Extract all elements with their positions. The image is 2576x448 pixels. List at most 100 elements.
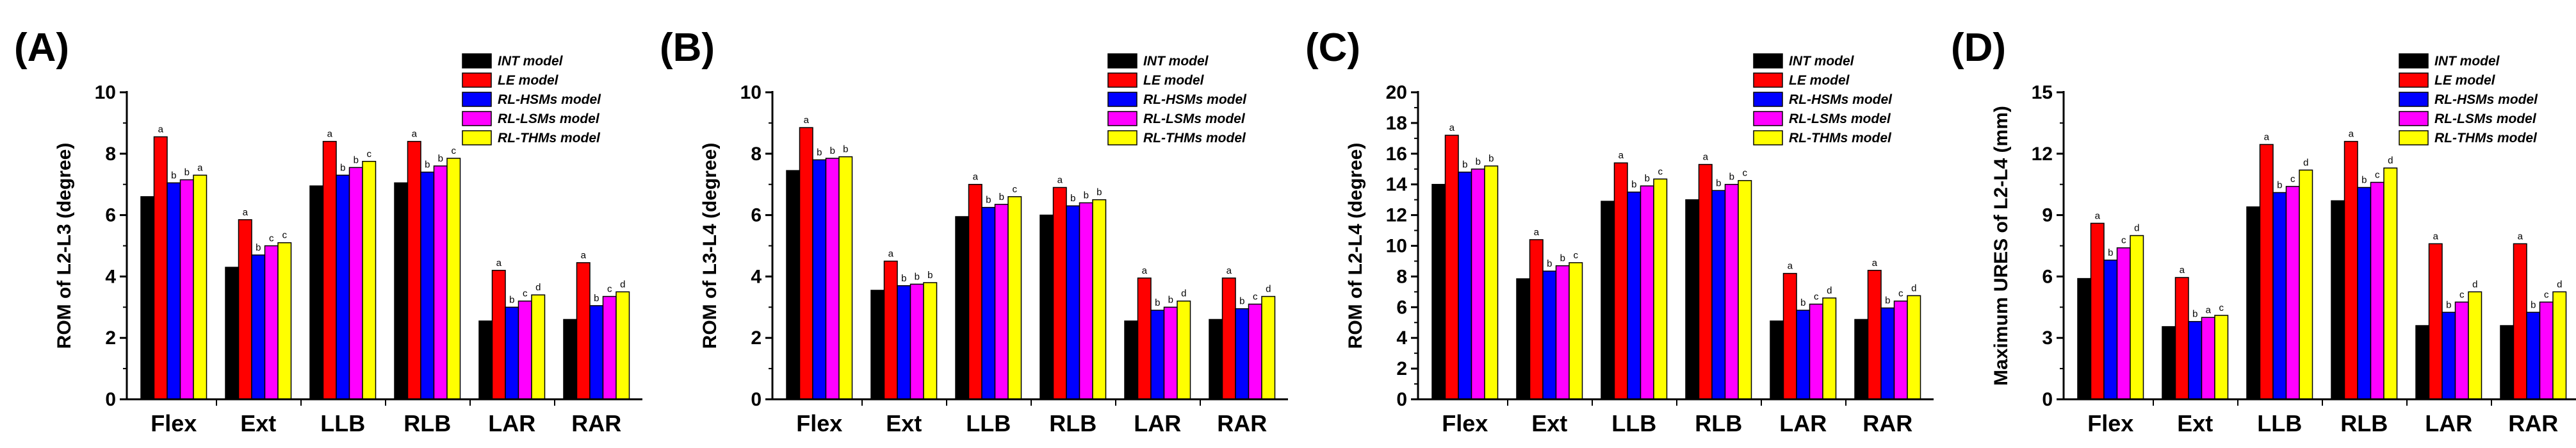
- y-tick-label: 4: [751, 266, 762, 287]
- bar: [2299, 169, 2313, 400]
- significance-letter: a: [158, 124, 164, 135]
- bar: [2468, 291, 2482, 400]
- significance-letter: b: [843, 144, 848, 155]
- y-tick-label: 15: [2032, 82, 2053, 103]
- bar: [1079, 202, 1093, 400]
- significance-letter: d: [2303, 157, 2308, 168]
- significance-letter: b: [340, 162, 345, 173]
- bar: [446, 158, 461, 400]
- bar: [1163, 306, 1178, 400]
- legend-label: INT model: [1789, 54, 1855, 69]
- y-tick-label: 10: [95, 82, 116, 103]
- significance-letter: b: [256, 242, 261, 253]
- bar: [348, 167, 363, 400]
- y-axis-title: ROM of L2-L4 (degree): [1345, 143, 1366, 349]
- significance-letter: b: [1729, 172, 1734, 183]
- significance-letter: a: [1142, 265, 1148, 276]
- bar: [1235, 308, 1250, 400]
- y-tick-label: 16: [1386, 144, 1407, 165]
- x-tick-label: RAR: [1217, 410, 1267, 436]
- bar: [1724, 183, 1739, 400]
- legend-swatch: [462, 72, 492, 88]
- bar: [2188, 320, 2203, 400]
- x-tick-label: RLB: [404, 410, 451, 436]
- significance-letter: b: [1084, 190, 1089, 201]
- bar: [1039, 214, 1054, 400]
- bar: [1698, 163, 1713, 400]
- legend-swatch: [462, 111, 492, 126]
- legend-label: RL-LSMs model: [1143, 112, 1246, 126]
- significance-letter: d: [2134, 223, 2139, 234]
- legend-swatch: [1753, 111, 1783, 126]
- y-tick-label: 6: [751, 205, 762, 226]
- significance-letter: c: [607, 284, 612, 295]
- significance-letter: c: [1743, 168, 1748, 179]
- x-tick-label: RLB: [1695, 410, 1742, 436]
- y-tick-label: 6: [2042, 266, 2053, 287]
- significance-letter: b: [509, 294, 514, 305]
- significance-letter: a: [1703, 152, 1709, 163]
- significance-letter: a: [197, 162, 203, 173]
- bar: [2174, 277, 2189, 400]
- y-tick-label: 6: [1396, 297, 1407, 318]
- bar: [179, 179, 194, 400]
- legend-swatch: [1107, 130, 1137, 145]
- significance-letter: b: [1631, 179, 1636, 190]
- bar: [2357, 187, 2372, 400]
- y-tick-label: 10: [1386, 236, 1407, 257]
- legend-swatch: [2399, 130, 2429, 145]
- y-tick-label: 2: [105, 328, 116, 349]
- significance-letter: a: [1618, 150, 1624, 161]
- bar: [1770, 320, 1784, 400]
- x-tick-label: Flex: [1442, 410, 1488, 436]
- significance-letter: c: [1814, 292, 1819, 303]
- bar: [2272, 192, 2287, 400]
- significance-letter: a: [804, 115, 810, 126]
- significance-letter: b: [2277, 179, 2282, 190]
- significance-letter: a: [2180, 265, 2185, 276]
- chart-panel: (D)Maximum URES of L2-L4 (mm)03691215abc…: [1951, 26, 2576, 436]
- significance-letter: a: [1057, 174, 1063, 185]
- significance-letter: b: [184, 167, 190, 178]
- bar: [2428, 243, 2443, 400]
- bar: [2259, 144, 2274, 400]
- bar: [336, 174, 350, 400]
- bar: [1782, 272, 1797, 400]
- significance-letter: b: [438, 153, 443, 164]
- x-tick-label: LAR: [1134, 410, 1181, 436]
- bar: [2246, 206, 2261, 400]
- panel-letter: (D): [1951, 26, 2006, 70]
- bar: [1627, 191, 1642, 400]
- bar: [909, 283, 924, 400]
- bar: [838, 156, 853, 400]
- significance-letter: c: [2121, 235, 2126, 246]
- bar: [1150, 310, 1165, 400]
- bar: [923, 282, 938, 400]
- significance-letter: b: [1476, 156, 1481, 167]
- y-tick-label: 14: [1386, 174, 1408, 195]
- significance-letter: c: [1898, 288, 1903, 299]
- significance-letter: b: [830, 145, 835, 156]
- bar: [251, 254, 266, 400]
- significance-letter: b: [901, 273, 906, 284]
- bar: [1516, 278, 1531, 400]
- bar: [2383, 167, 2398, 400]
- bar: [968, 183, 982, 400]
- x-tick-label: RAR: [571, 410, 621, 436]
- y-tick-label: 18: [1386, 113, 1407, 134]
- y-axis-title: Maximum URES of L2-L4 (mm): [1991, 106, 2012, 386]
- legend-label: LE model: [1143, 73, 1205, 88]
- significance-letter: d: [2388, 155, 2393, 166]
- y-tick-label: 0: [105, 389, 116, 410]
- y-tick-label: 4: [105, 266, 116, 287]
- bar: [1822, 297, 1837, 400]
- significance-letter: b: [1155, 297, 1160, 308]
- x-tick-label: RLB: [2340, 410, 2388, 436]
- significance-letter: c: [1253, 292, 1258, 303]
- legend-label: LE model: [2434, 73, 2496, 88]
- bar: [1640, 185, 1654, 400]
- x-tick-label: LAR: [488, 410, 535, 436]
- significance-letter: b: [1096, 187, 1102, 198]
